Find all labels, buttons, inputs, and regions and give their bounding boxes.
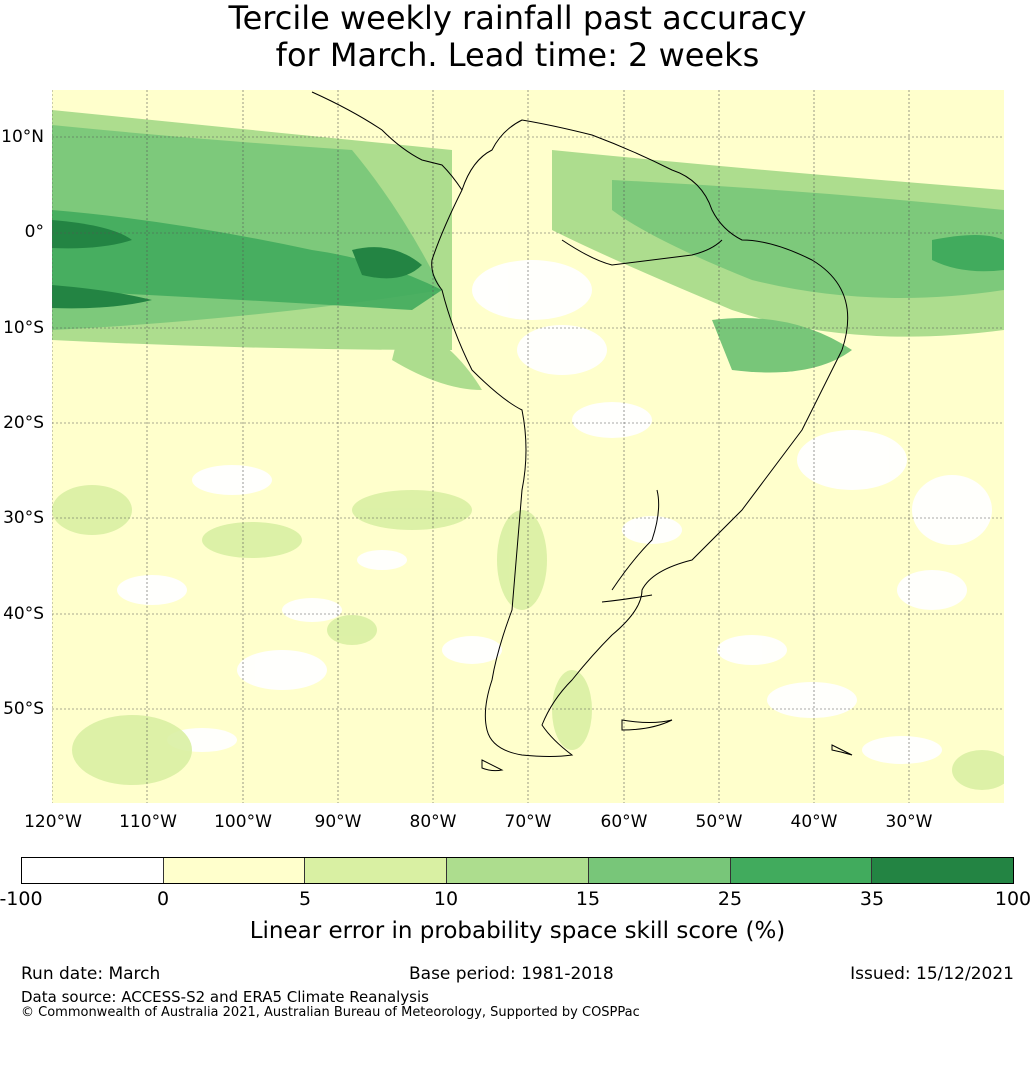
lat-label-50s: 50°S: [3, 699, 44, 719]
colorbar-tick: 10: [433, 888, 459, 910]
lat-label-40s: 40°S: [3, 604, 44, 624]
colorbar-segment: [588, 858, 731, 883]
colorbar-tick: -100: [0, 888, 43, 910]
lon-label-60w: 60°W: [600, 812, 648, 832]
lat-label-10n: 10°N: [1, 127, 44, 147]
lon-label-80w: 80°W: [409, 812, 457, 832]
lat-label-0: 0°: [24, 222, 44, 242]
lat-label-30s: 30°S: [3, 508, 44, 528]
lon-label-70w: 70°W: [504, 812, 552, 832]
colorbar-label: Linear error in probability space skill …: [249, 918, 786, 944]
colorbar-segment: [872, 858, 1014, 883]
colorbar-tick: 0: [156, 888, 170, 910]
base-period: Base period: 1981-2018: [409, 964, 614, 984]
data-source: Data source: ACCESS-S2 and ERA5 Climate …: [21, 988, 429, 1006]
skill-score-map: [52, 90, 1004, 803]
issued-date: Issued: 15/12/2021: [850, 964, 1014, 984]
colorbar-segment: [447, 858, 589, 883]
lat-label-20s: 20°S: [3, 413, 44, 433]
map-svg: [52, 90, 1004, 803]
graticule: [52, 90, 1004, 803]
lon-label-30w: 30°W: [885, 812, 933, 832]
white-skill-patches: [117, 260, 992, 764]
run-date: Run date: March: [21, 964, 161, 984]
title-line-1: Tercile weekly rainfall past accuracy: [228, 0, 807, 37]
colorbar-segment: [730, 858, 873, 883]
tropical-bands: [52, 110, 1004, 390]
copyright: © Commonwealth of Australia 2021, Austra…: [21, 1005, 640, 1020]
coastline: [311, 91, 853, 772]
colorbar: [21, 857, 1014, 884]
lon-label-110w: 110°W: [119, 812, 177, 832]
lon-label-90w: 90°W: [314, 812, 362, 832]
colorbar-tick: 15: [575, 888, 601, 910]
colorbar-segment: [163, 858, 306, 883]
map-title: Tercile weekly rainfall past accuracy fo…: [0, 0, 1035, 74]
colorbar-tick: 5: [298, 888, 312, 910]
title-line-2: for March. Lead time: 2 weeks: [275, 36, 760, 74]
colorbar-tick: 25: [717, 888, 743, 910]
colorbar-tick: 35: [859, 888, 885, 910]
lon-label-50w: 50°W: [695, 812, 743, 832]
lon-label-100w: 100°W: [214, 812, 272, 832]
lon-label-40w: 40°W: [790, 812, 838, 832]
colorbar-tick: 100: [994, 888, 1032, 910]
light-green-patches: [52, 485, 1004, 790]
lat-label-10s: 10°S: [3, 318, 44, 338]
lon-label-120w: 120°W: [24, 812, 82, 832]
colorbar-segment: [305, 858, 448, 883]
colorbar-segment: [22, 858, 164, 883]
